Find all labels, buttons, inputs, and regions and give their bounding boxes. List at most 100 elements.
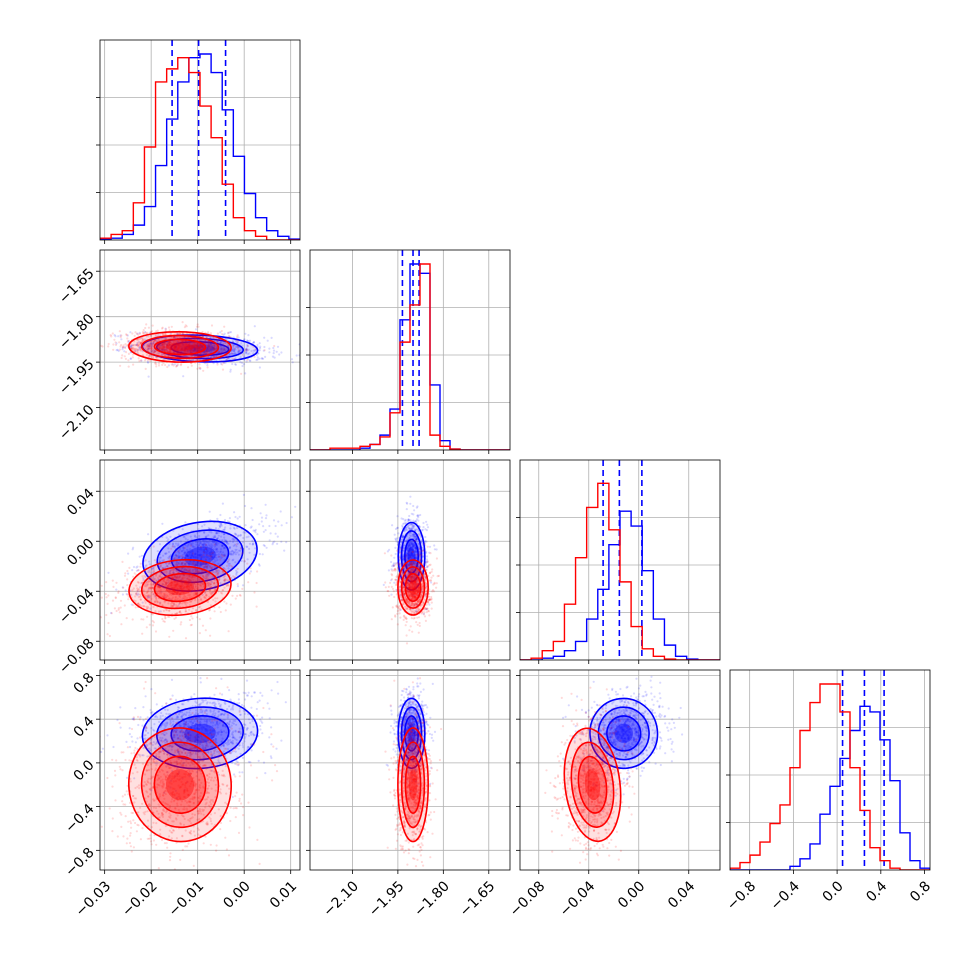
sample-point xyxy=(412,525,415,528)
sample-point xyxy=(150,339,153,342)
sample-point xyxy=(149,339,152,343)
sample-point xyxy=(416,601,419,604)
sample-point xyxy=(222,341,225,344)
sample-point xyxy=(184,553,187,556)
sample-point xyxy=(136,349,139,352)
sample-point xyxy=(201,345,204,349)
sample-point xyxy=(228,558,231,561)
sample-point xyxy=(409,547,412,550)
sample-point xyxy=(137,348,141,351)
sample-point xyxy=(143,338,146,341)
sample-point xyxy=(131,344,134,347)
sample-point xyxy=(193,349,196,352)
sample-point xyxy=(234,561,237,564)
sample-point xyxy=(237,351,240,354)
sample-point xyxy=(425,529,428,532)
sample-point xyxy=(210,551,213,554)
sample-point xyxy=(242,531,245,534)
sample-point xyxy=(203,531,206,534)
sample-point xyxy=(153,578,156,581)
sample-point xyxy=(191,346,194,349)
sample-point xyxy=(157,338,160,341)
sample-point xyxy=(412,594,415,598)
sample-point xyxy=(164,581,168,585)
sample-point xyxy=(220,554,223,557)
sample-point xyxy=(135,343,138,347)
sample-point xyxy=(110,611,113,615)
sample-point xyxy=(197,544,200,547)
sample-point xyxy=(169,350,172,354)
sample-point xyxy=(167,562,170,565)
sample-point xyxy=(108,634,111,638)
sample-point xyxy=(206,366,209,369)
sample-point xyxy=(192,349,195,352)
sample-point xyxy=(136,344,139,347)
sample-point xyxy=(416,590,419,593)
sample-point xyxy=(180,562,183,565)
sample-point xyxy=(402,556,405,559)
sample-point xyxy=(183,351,186,355)
sample-point xyxy=(184,521,187,524)
sample-point xyxy=(433,582,436,585)
sample-point xyxy=(179,336,182,339)
sample-point xyxy=(162,343,165,346)
sample-point xyxy=(188,569,191,572)
sample-point xyxy=(188,579,191,582)
sample-point xyxy=(407,546,410,549)
sample-point xyxy=(165,552,168,555)
sample-point xyxy=(174,564,177,567)
sample-point xyxy=(218,350,221,353)
sample-point xyxy=(202,582,205,586)
sample-point xyxy=(410,535,413,538)
sample-point xyxy=(140,618,143,621)
sample-point xyxy=(159,347,162,350)
sample-point xyxy=(195,347,198,350)
sample-point xyxy=(195,593,198,596)
sample-point xyxy=(110,335,113,338)
sample-point xyxy=(412,554,415,557)
sample-point xyxy=(417,532,420,536)
sample-point xyxy=(184,340,188,343)
sample-point xyxy=(417,587,420,591)
sample-point xyxy=(164,616,167,619)
sample-point xyxy=(81,616,83,618)
sample-point xyxy=(146,343,149,346)
sample-point xyxy=(411,568,414,571)
sample-point xyxy=(411,575,414,578)
sample-point xyxy=(219,348,222,351)
sample-point xyxy=(150,345,153,348)
sample-point xyxy=(221,555,224,558)
sample-point xyxy=(405,508,408,511)
sample-point xyxy=(182,549,185,552)
sample-point xyxy=(411,525,415,528)
sample-point xyxy=(121,354,124,357)
sample-point xyxy=(165,581,168,585)
sample-point xyxy=(413,557,416,560)
sample-point xyxy=(194,599,197,602)
sample-point xyxy=(175,577,178,580)
sample-point xyxy=(201,561,204,564)
sample-point xyxy=(416,588,419,592)
sample-point xyxy=(197,348,200,351)
sample-point xyxy=(187,582,190,585)
sample-point xyxy=(241,552,244,555)
sample-point xyxy=(231,565,234,568)
sample-point xyxy=(409,585,412,588)
sample-point xyxy=(406,599,409,602)
sample-point xyxy=(216,517,219,520)
sample-point xyxy=(180,349,183,352)
sample-point xyxy=(201,624,205,627)
sample-point xyxy=(406,563,409,566)
sample-point xyxy=(412,524,415,527)
sample-point xyxy=(183,562,186,565)
sample-point xyxy=(214,536,217,539)
sample-point xyxy=(159,571,162,574)
sample-point xyxy=(255,349,258,352)
sample-point xyxy=(112,585,115,589)
sample-point xyxy=(163,583,166,587)
sample-point xyxy=(198,534,201,538)
sample-point xyxy=(136,342,139,345)
sample-point xyxy=(162,347,166,350)
sample-point xyxy=(167,579,170,582)
sample-point xyxy=(190,610,193,613)
